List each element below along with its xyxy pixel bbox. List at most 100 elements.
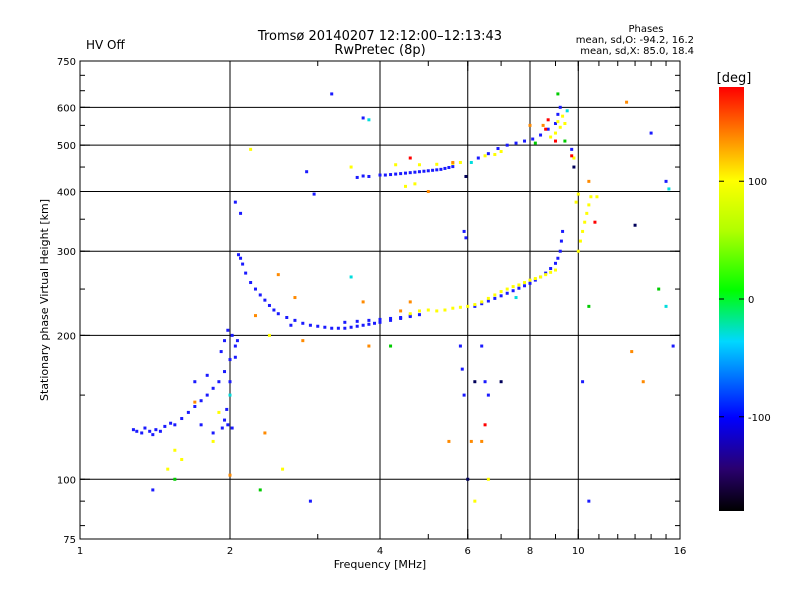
data-point <box>389 344 393 348</box>
data-point <box>173 448 177 452</box>
data-point <box>435 309 439 313</box>
data-point <box>533 141 537 145</box>
data-point <box>253 287 257 291</box>
data-point <box>561 229 565 233</box>
data-point <box>143 426 147 430</box>
data-point <box>199 423 203 427</box>
data-point <box>625 100 629 104</box>
data-point <box>583 220 587 224</box>
data-point <box>499 380 503 384</box>
data-point <box>458 344 462 348</box>
data-point <box>285 315 289 319</box>
data-point <box>131 428 135 432</box>
data-point <box>426 308 430 312</box>
grid-lines <box>80 61 680 539</box>
data-point <box>349 325 353 329</box>
data-point <box>533 277 537 281</box>
y-tick-label: 100 <box>57 475 76 486</box>
data-points <box>131 92 675 503</box>
data-point <box>435 168 439 172</box>
data-point <box>462 393 466 397</box>
data-point <box>154 428 158 432</box>
data-point <box>544 271 548 275</box>
data-point <box>408 156 412 160</box>
data-point <box>466 304 470 308</box>
data-point <box>408 314 412 318</box>
data-point <box>587 304 591 308</box>
data-point <box>556 112 560 116</box>
data-point <box>499 294 503 298</box>
chart-subtitle: RwPretec (8p) <box>334 43 425 58</box>
colorbar-tick-label: -100 <box>748 413 771 424</box>
data-point <box>249 281 253 285</box>
data-point <box>140 431 144 435</box>
data-point <box>558 125 562 129</box>
data-point <box>499 149 503 153</box>
data-point <box>180 417 184 421</box>
data-point <box>447 439 451 443</box>
data-point <box>378 173 382 177</box>
data-point <box>403 184 407 188</box>
data-point <box>493 153 497 157</box>
data-point <box>373 321 377 325</box>
data-point <box>493 296 497 300</box>
data-point <box>553 139 557 143</box>
data-point <box>671 344 675 348</box>
data-point <box>217 380 221 384</box>
data-point <box>399 315 403 319</box>
data-point <box>389 173 393 177</box>
data-point <box>211 439 215 443</box>
data-point <box>244 271 248 275</box>
data-point <box>323 325 327 329</box>
data-point <box>226 328 230 332</box>
data-point <box>664 304 668 308</box>
x-tick-label: 1 <box>77 546 83 557</box>
data-point <box>439 167 443 171</box>
data-point <box>330 326 334 330</box>
data-point <box>483 154 487 158</box>
x-tick-label: 2 <box>227 546 233 557</box>
data-point <box>473 304 477 308</box>
data-point <box>533 278 537 282</box>
data-point <box>186 410 190 414</box>
data-point <box>589 195 593 199</box>
data-point <box>293 318 297 322</box>
data-point <box>483 380 487 384</box>
data-point <box>556 120 560 124</box>
data-point <box>217 410 221 414</box>
data-point <box>447 166 451 170</box>
data-point <box>225 407 229 411</box>
data-point <box>505 287 509 291</box>
data-point <box>233 344 237 348</box>
data-point <box>413 182 417 186</box>
data-point <box>480 344 484 348</box>
data-point <box>523 284 527 288</box>
data-point <box>349 165 353 169</box>
y-tick-label: 200 <box>57 331 76 342</box>
data-point <box>258 488 262 492</box>
data-point <box>464 174 468 178</box>
data-point <box>558 105 562 109</box>
data-point <box>505 143 509 147</box>
data-point <box>559 239 563 243</box>
data-point <box>480 439 484 443</box>
data-point <box>417 163 421 167</box>
data-point <box>493 293 497 297</box>
data-point <box>235 339 239 343</box>
data-point <box>630 350 634 354</box>
data-point <box>595 195 599 199</box>
data-point <box>553 131 557 135</box>
data-point <box>451 306 455 310</box>
data-point <box>572 156 576 160</box>
data-point <box>553 268 557 272</box>
data-point <box>480 300 484 304</box>
phase-stats-x: mean, sd,X: 85.0, 18.4 <box>580 46 694 57</box>
data-point <box>267 303 271 307</box>
data-point <box>556 92 560 96</box>
data-point <box>367 118 371 122</box>
data-point <box>305 170 309 174</box>
x-tick-label: 6 <box>465 546 471 557</box>
data-point <box>355 319 359 323</box>
data-point <box>166 467 170 471</box>
data-point <box>528 123 532 127</box>
